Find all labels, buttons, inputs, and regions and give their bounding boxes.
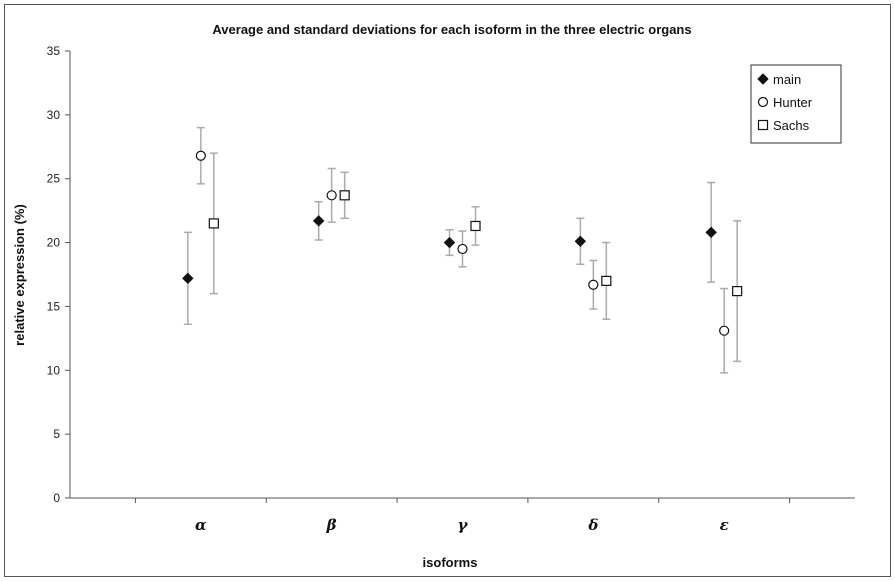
chart-title: Average and standard deviations for each… [212,22,691,37]
y-ticks: 0 5 10 15 20 25 30 35 [47,44,70,505]
legend-label-sachs: Sachs [773,118,810,133]
x-tick-label: α [195,516,207,534]
data-point-hunter [457,243,468,255]
data-point-main [574,235,587,248]
axes [69,51,855,499]
legend-marker-hunter [757,96,769,108]
data-point-sachs [601,275,612,286]
y-axis-label: relative expression (%) [12,204,27,346]
legend-label-main: main [773,72,801,87]
data-point-main [312,215,325,227]
y-tick-label: 10 [47,363,61,377]
y-tick-label: 35 [47,44,61,58]
x-ticks: α β γ δ ε [134,498,791,534]
data-point-sachs [339,190,350,201]
data-point-main [182,272,194,285]
legend-marker-main [757,73,769,85]
y-tick-label: 15 [47,299,61,313]
data-point-hunter [588,279,599,290]
y-tick-label: 0 [53,491,60,505]
x-tick-label: ε [720,516,729,534]
x-axis-label: isoforms [423,555,478,570]
legend-marker-sachs [757,119,769,131]
legend-label-hunter: Hunter [773,95,813,110]
x-tick-label: γ [458,516,469,534]
data-point-hunter [326,190,337,201]
y-tick-label: 30 [47,108,61,122]
data-point-hunter [719,325,730,336]
x-tick-label: δ [587,516,598,534]
y-tick-label: 25 [47,172,61,186]
data-point-sachs [732,286,743,297]
y-tick-label: 20 [47,236,61,250]
data-point-main [443,236,456,249]
data-point-sachs [470,220,481,232]
data-point-hunter [195,150,206,161]
legend: main Hunter Sachs [750,64,842,144]
y-tick-label: 5 [53,427,60,441]
chart-frame [4,4,891,577]
data-marks [182,126,743,374]
data-point-main [705,226,717,239]
data-point-sachs [208,218,219,229]
x-tick-label: β [326,516,337,534]
